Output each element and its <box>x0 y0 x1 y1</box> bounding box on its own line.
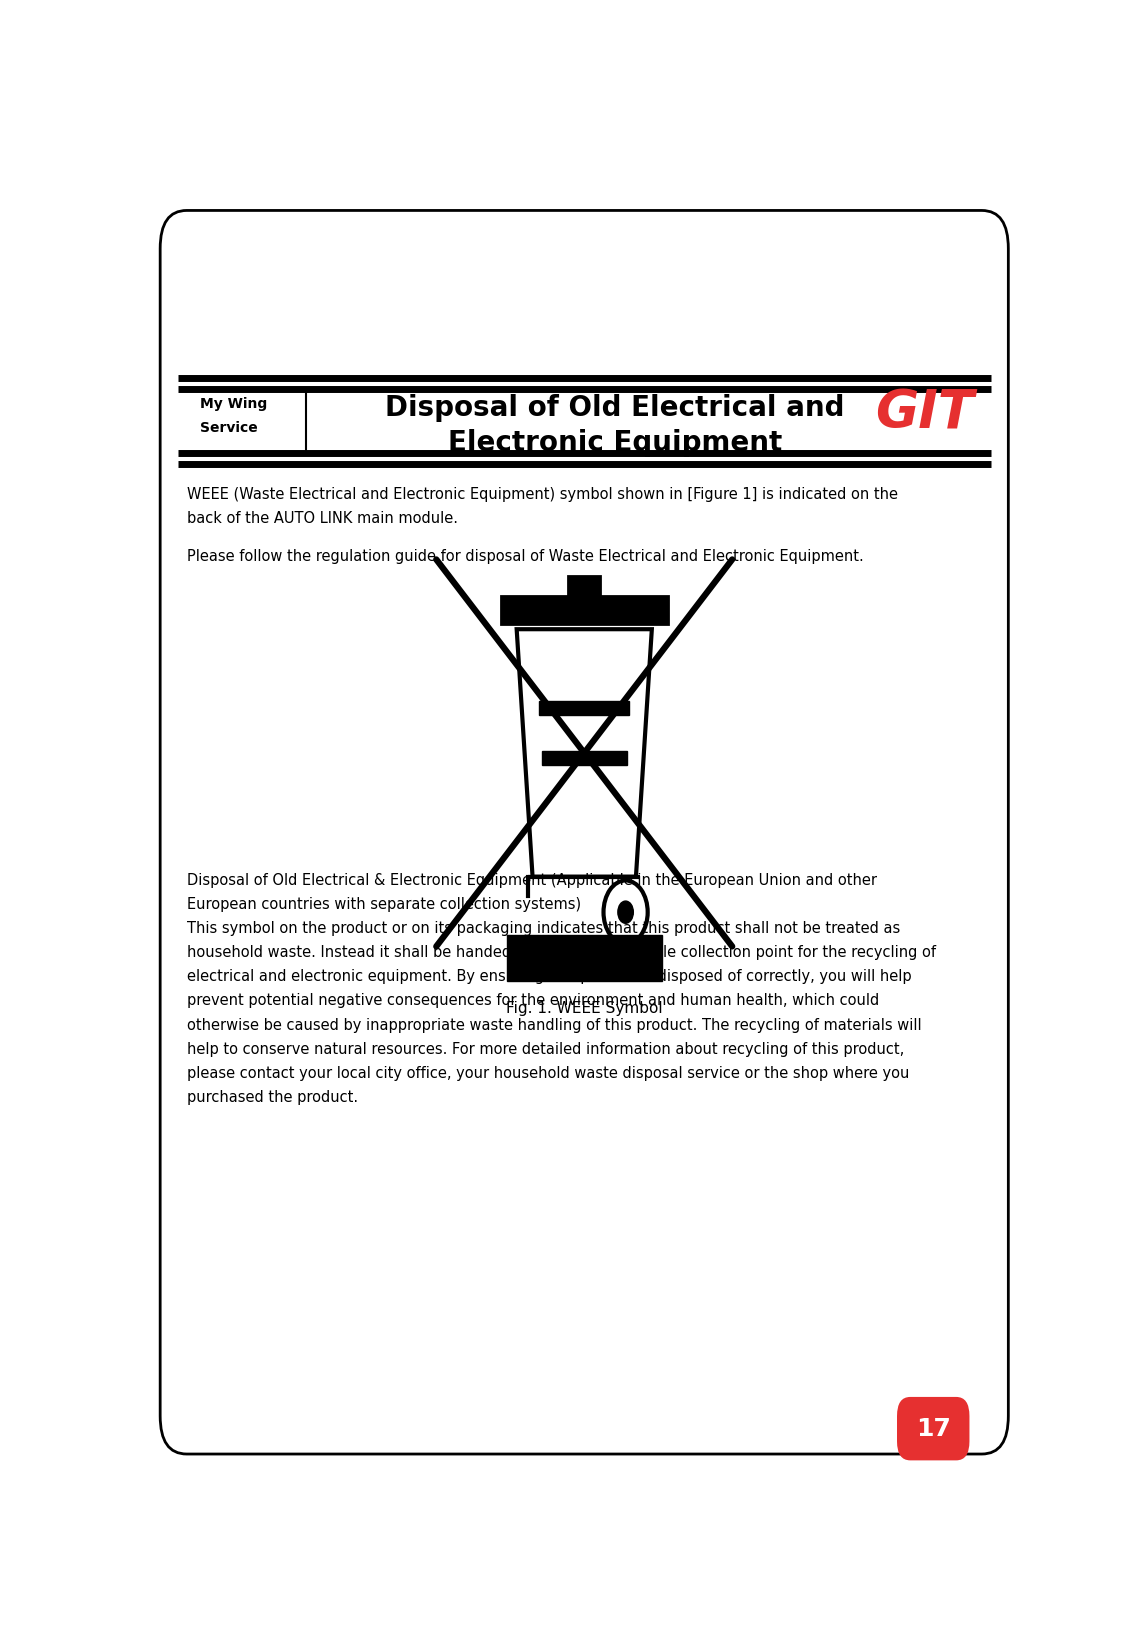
Text: European countries with separate collection systems): European countries with separate collect… <box>187 897 580 911</box>
Text: household waste. Instead it shall be handed over to the applicable collection po: household waste. Instead it shall be han… <box>187 946 936 961</box>
Text: This symbol on the product or on its packaging indicates that this product shall: This symbol on the product or on its pac… <box>187 921 899 936</box>
Bar <box>542 751 627 765</box>
Text: back of the AUTO LINK main module.: back of the AUTO LINK main module. <box>187 511 457 526</box>
Text: electrical and electronic equipment. By ensuring this product is disposed of cor: electrical and electronic equipment. By … <box>187 969 911 984</box>
Text: My Wing: My Wing <box>200 397 267 410</box>
Text: please contact your local city office, your household waste disposal service or : please contact your local city office, y… <box>187 1066 909 1081</box>
Text: Fig. 1. WEEE Symbol: Fig. 1. WEEE Symbol <box>506 1000 662 1017</box>
Text: Disposal of Old Electrical & Electronic Equipment (Applicable in the European Un: Disposal of Old Electrical & Electronic … <box>187 873 877 888</box>
Text: purchased the product.: purchased the product. <box>187 1089 358 1104</box>
Text: otherwise be caused by inappropriate waste handling of this product. The recycli: otherwise be caused by inappropriate was… <box>187 1017 921 1033</box>
Text: WEEE (Waste Electrical and Electronic Equipment) symbol shown in [Figure 1] is i: WEEE (Waste Electrical and Electronic Eq… <box>187 488 897 503</box>
Bar <box>507 934 661 981</box>
Text: 17: 17 <box>915 1417 951 1440</box>
Text: Service: Service <box>200 422 258 435</box>
Bar <box>569 575 600 597</box>
Circle shape <box>618 901 634 923</box>
Polygon shape <box>500 597 668 625</box>
FancyBboxPatch shape <box>897 1398 969 1460</box>
Text: Electronic Equipment: Electronic Equipment <box>448 428 782 456</box>
Text: help to conserve natural resources. For more detailed information about recyclin: help to conserve natural resources. For … <box>187 1042 904 1056</box>
FancyBboxPatch shape <box>160 211 1009 1454</box>
Text: GIT: GIT <box>876 387 974 440</box>
Text: prevent potential negative consequences for the environment and human health, wh: prevent potential negative consequences … <box>187 994 879 1009</box>
Bar <box>539 702 629 715</box>
Text: Please follow the regulation guide for disposal of Waste Electrical and Electron: Please follow the regulation guide for d… <box>187 549 863 564</box>
Text: Disposal of Old Electrical and: Disposal of Old Electrical and <box>385 394 845 422</box>
